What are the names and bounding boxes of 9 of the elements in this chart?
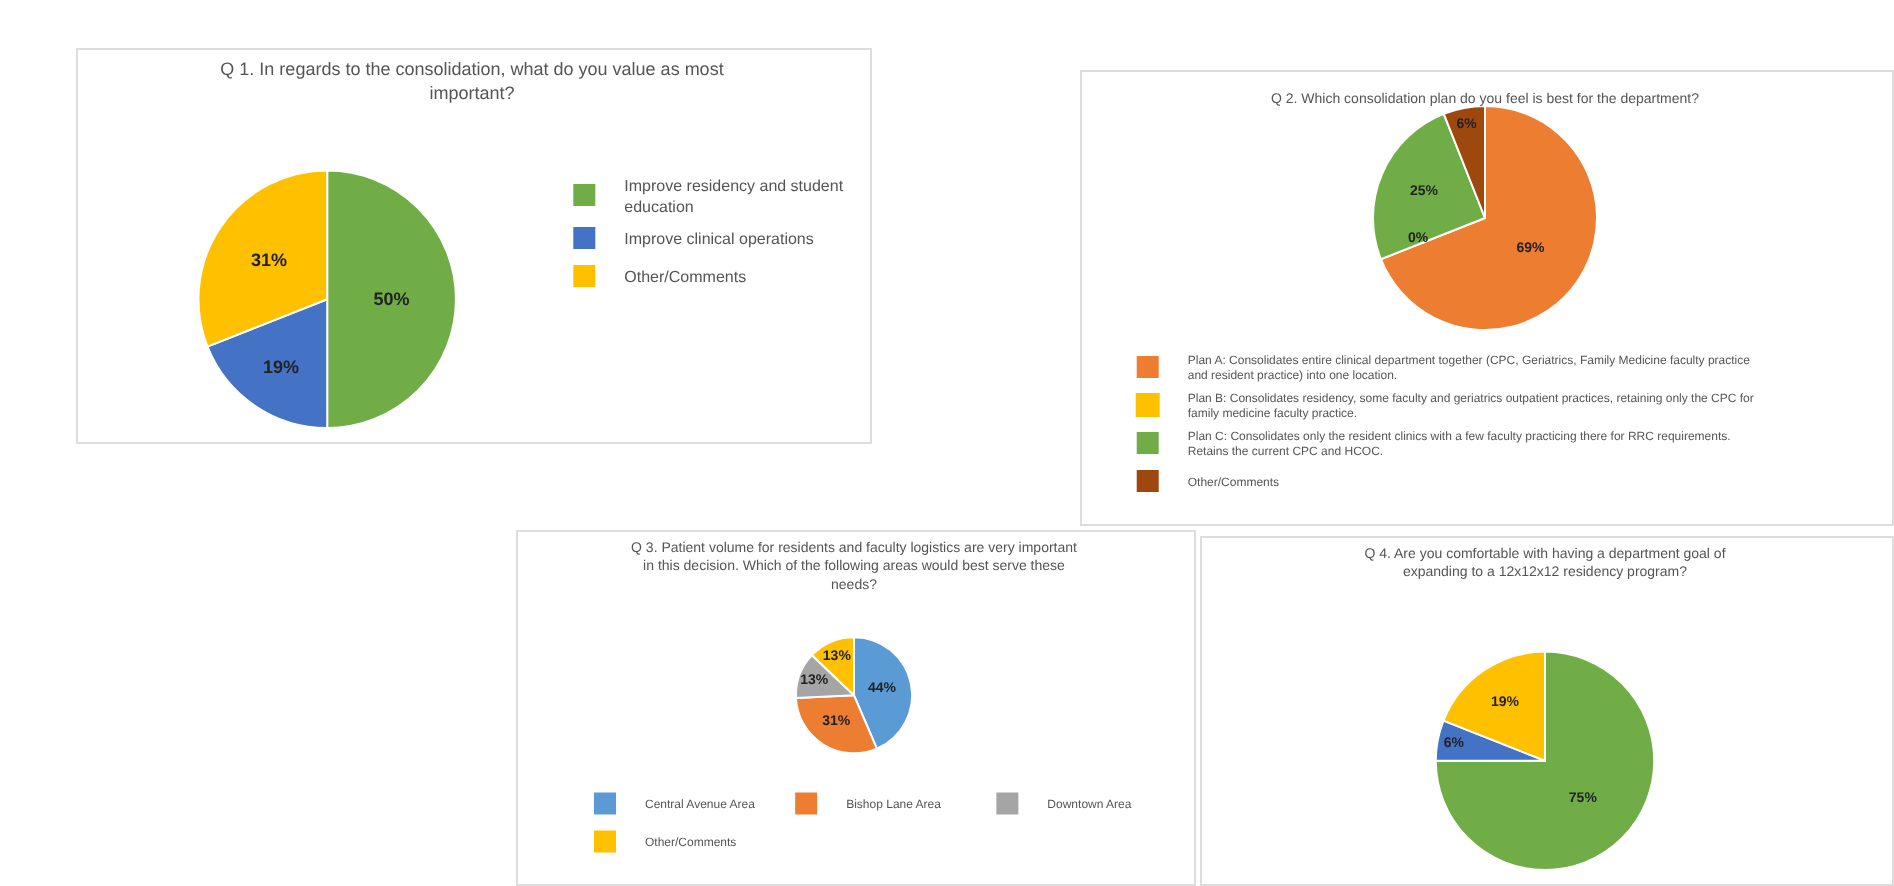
chart-title: Q 1. In regards to the consolidation, what do you value as most important?	[220, 59, 725, 103]
pie-slice	[1379, 105, 1598, 331]
legend-label: Improve residency and student education	[624, 176, 845, 216]
data-label: 50%	[373, 289, 410, 310]
data-label: 19%	[262, 357, 299, 378]
legend-label: Improve clinical operations	[624, 230, 814, 249]
legend-label: Other/Comments	[624, 268, 747, 287]
data-label: 31%	[250, 249, 287, 270]
pie-slice	[1434, 650, 1656, 871]
